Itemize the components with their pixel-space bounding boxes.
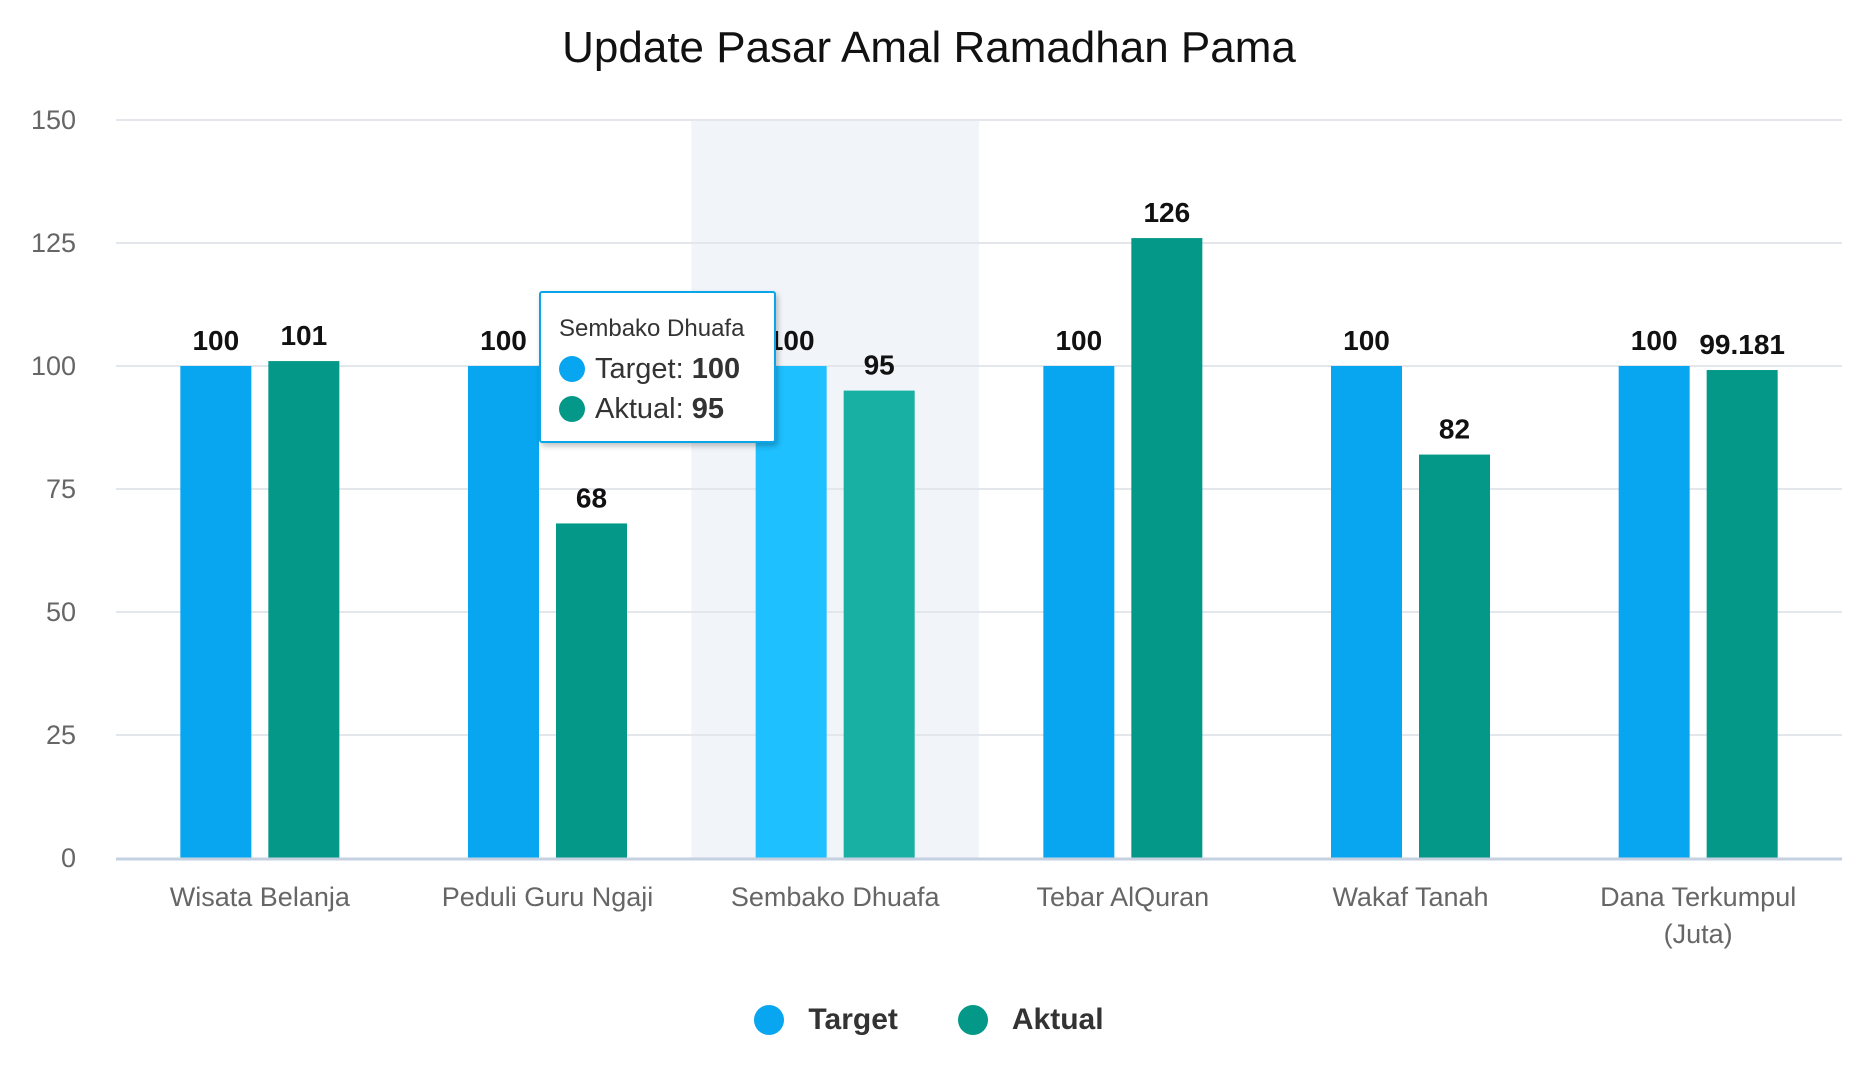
bar-aktual-3 <box>1131 238 1203 858</box>
data-label-target-1: 100 <box>480 325 527 356</box>
tooltip-target-label: Target: <box>595 353 692 385</box>
legend-target-dot <box>754 1005 785 1035</box>
bar-target-0 <box>180 366 252 858</box>
tooltip-aktual-dot <box>559 396 585 422</box>
bar-aktual-5 <box>1706 370 1778 858</box>
bar-aktual-1 <box>556 523 627 858</box>
x-tick-label: Tebar AlQuran <box>1037 882 1210 912</box>
x-tick-label: Sembako Dhuafa <box>731 882 941 912</box>
data-label-target-3: 100 <box>1055 325 1102 356</box>
tooltip-target-value: 100 <box>691 353 741 385</box>
tooltip: Sembako Dhuafa Target: 100 Aktual: 95 <box>539 291 776 443</box>
x-tick-label: Peduli Guru Ngaji <box>442 882 654 912</box>
y-tick-label: 100 <box>31 351 76 381</box>
bar-target-4 <box>1331 366 1402 858</box>
data-label-aktual-0: 101 <box>280 320 327 351</box>
bar-target-5 <box>1618 366 1690 858</box>
x-tick-label: Wisata Belanja <box>170 882 351 912</box>
legend-item-aktual[interactable]: Aktual <box>957 1003 1104 1037</box>
data-label-aktual-2: 95 <box>864 350 895 381</box>
y-tick-label: 150 <box>31 105 76 135</box>
legend: Target Aktual <box>0 995 1858 1045</box>
data-label-target-5: 100 <box>1631 325 1678 356</box>
x-tick-label: Dana Terkumpul <box>1600 882 1796 912</box>
bar-aktual-4 <box>1419 454 1490 858</box>
legend-item-target[interactable]: Target <box>754 1003 898 1037</box>
data-label-aktual-4: 82 <box>1439 414 1470 445</box>
data-label-target-4: 100 <box>1343 325 1390 356</box>
y-tick-label: 50 <box>46 597 76 627</box>
tooltip-title: Sembako Dhuafa <box>559 315 745 342</box>
x-tick-label: (Juta) <box>1664 919 1733 949</box>
legend-aktual-dot <box>957 1005 988 1035</box>
tooltip-row-target: Target: 100 <box>559 349 774 389</box>
bar-aktual-0 <box>268 361 340 858</box>
data-label-aktual-3: 126 <box>1143 197 1190 228</box>
data-label-aktual-5: 99.181 <box>1699 329 1785 360</box>
y-tick-label: 125 <box>31 228 76 258</box>
legend-aktual-label: Aktual <box>1011 1003 1104 1036</box>
chart-title: Update Pasar Amal Ramadhan Pama <box>562 23 1296 72</box>
y-tick-label: 0 <box>61 843 76 873</box>
y-tick-label: 25 <box>46 720 76 750</box>
data-label-aktual-1: 68 <box>576 482 607 513</box>
bar-aktual-2 <box>843 390 915 858</box>
legend-target-label: Target <box>808 1003 898 1036</box>
bar-target-1 <box>468 366 539 858</box>
tooltip-aktual-label: Aktual: <box>595 393 692 425</box>
y-tick-label: 75 <box>46 474 76 504</box>
data-label-target-0: 100 <box>192 325 239 356</box>
bar-target-2 <box>755 366 827 858</box>
tooltip-aktual-value: 95 <box>691 393 724 425</box>
tooltip-row-aktual: Aktual: 95 <box>559 389 774 429</box>
bar-target-3 <box>1043 366 1115 858</box>
tooltip-target-dot <box>559 356 585 382</box>
x-tick-label: Wakaf Tanah <box>1332 882 1488 912</box>
